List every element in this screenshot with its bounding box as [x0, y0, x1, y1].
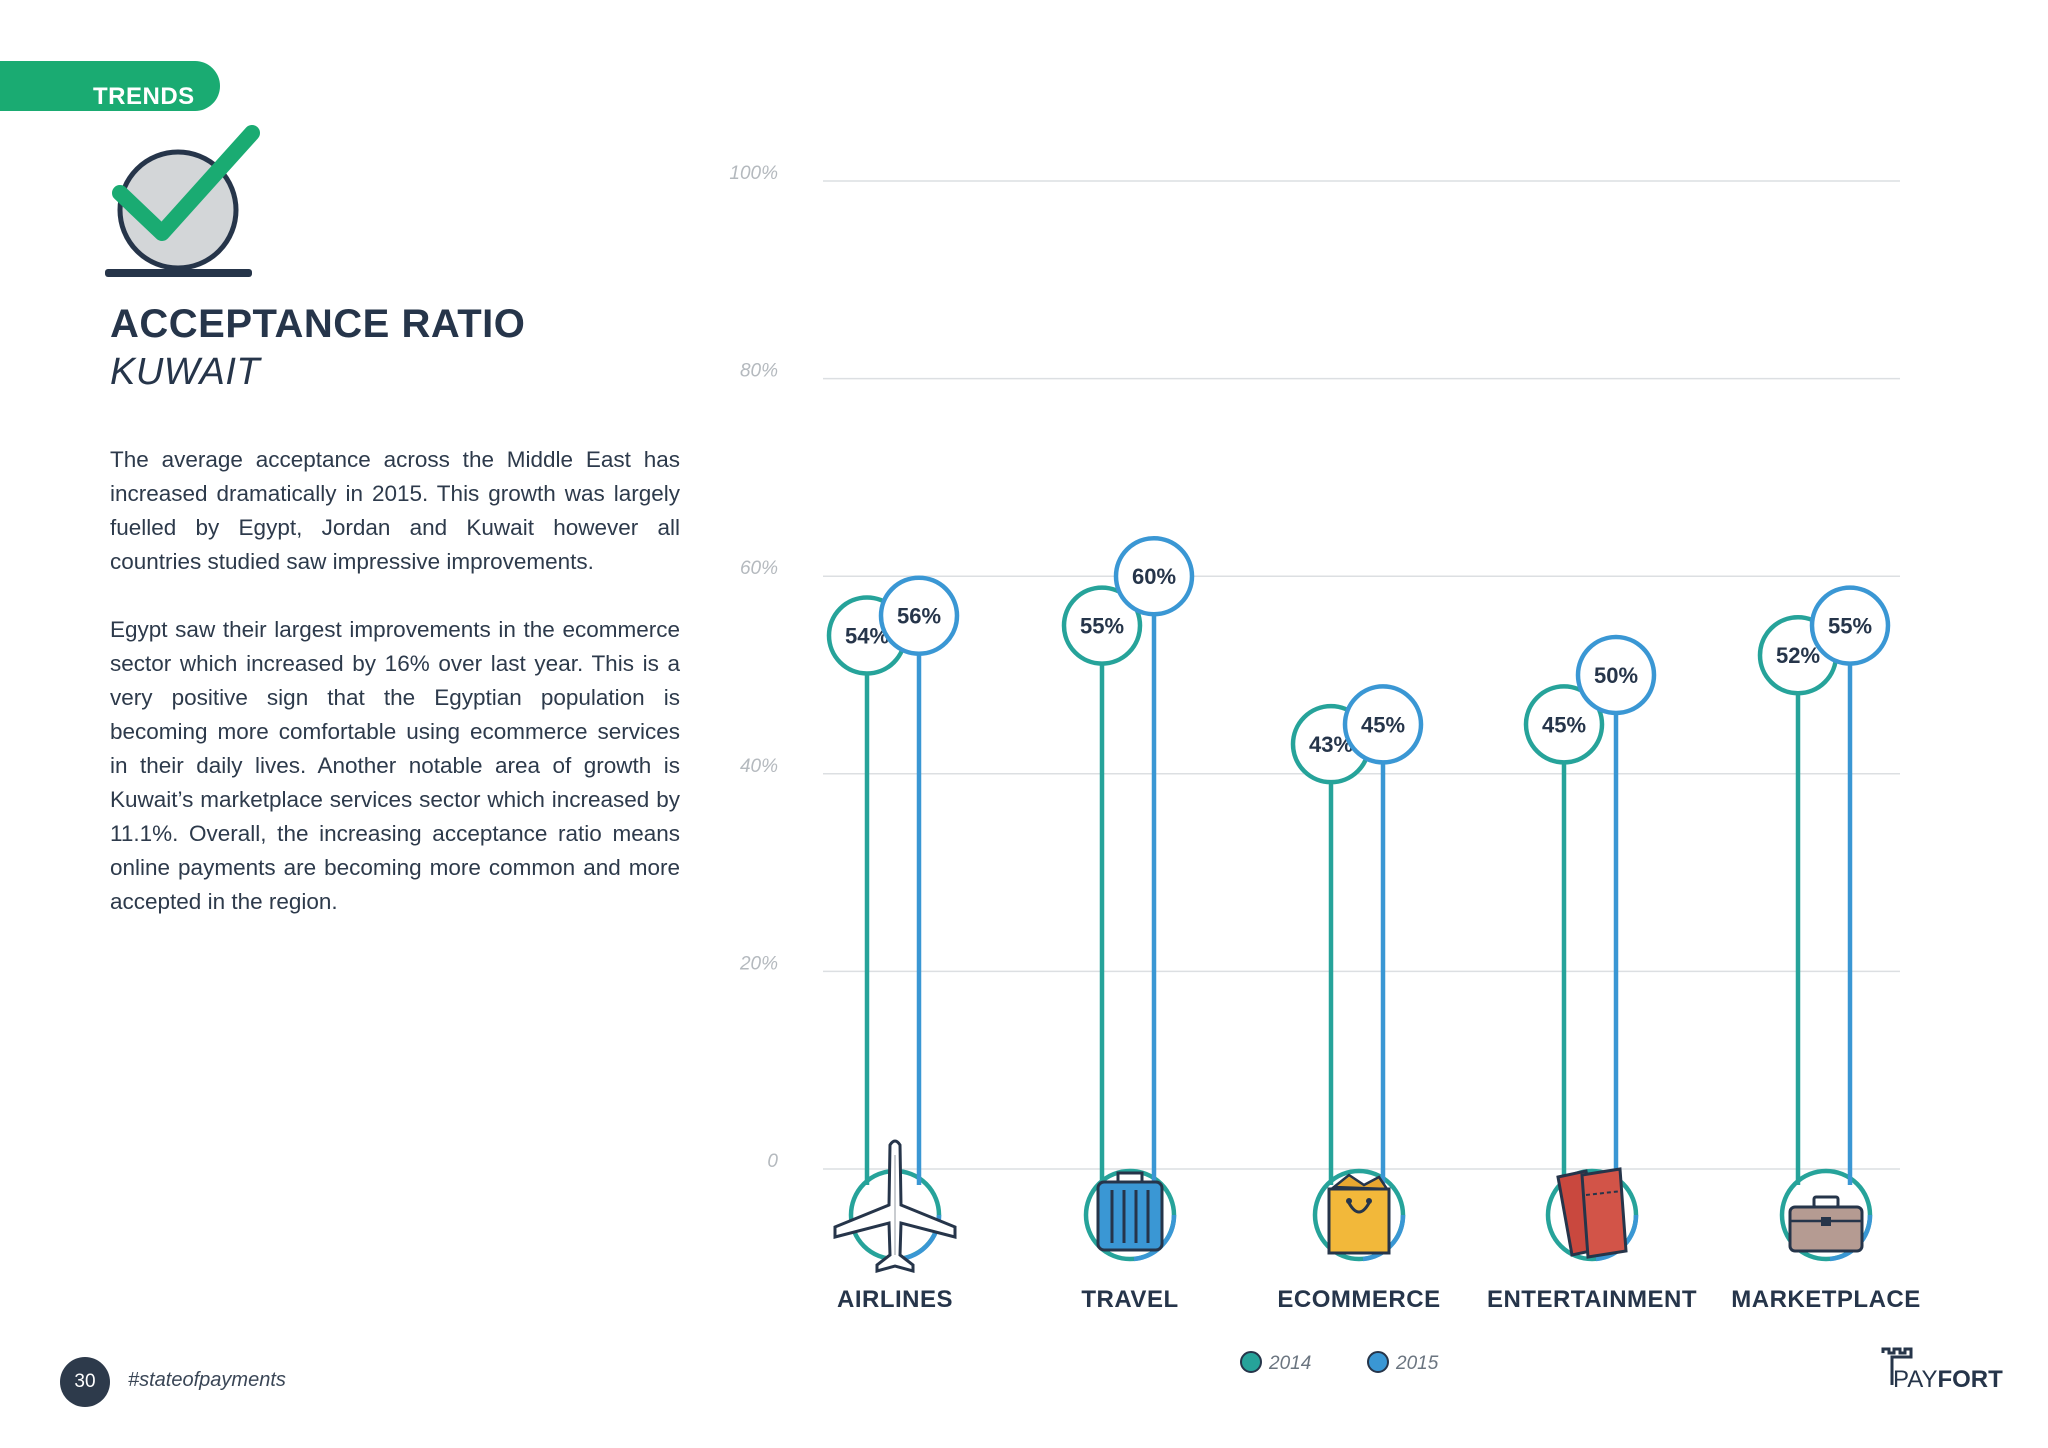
- legend-swatch-2015: [1367, 1351, 1389, 1373]
- body-paragraph-1: The average acceptance across the Middle…: [110, 447, 680, 574]
- payfort-logo: PAYFORT: [1893, 1366, 2003, 1394]
- category-group-airlines: 54%56%AIRLINES: [826, 575, 960, 1313]
- data-label-2015: 55%: [1828, 614, 1872, 639]
- bag-dot: [1366, 1198, 1372, 1204]
- bag-dot: [1346, 1198, 1352, 1204]
- legend-swatch-2014: [1240, 1351, 1262, 1373]
- payfort-logo-icon: [1881, 1347, 1913, 1385]
- category-label: MARKETPLACE: [1731, 1286, 1921, 1313]
- page-subtitle: KUWAIT: [110, 351, 261, 393]
- briefcase-icon: [1788, 1195, 1864, 1253]
- data-label-2014: 52%: [1776, 643, 1820, 668]
- data-label-2014: 45%: [1542, 712, 1586, 737]
- value-marker-2014: [1061, 585, 1143, 666]
- page-number: 30: [60, 1357, 110, 1407]
- bag-handle: [1347, 1202, 1371, 1214]
- value-marker-2015: [878, 575, 960, 656]
- data-label-2015: 60%: [1132, 564, 1176, 589]
- category-label: AIRLINES: [837, 1286, 953, 1313]
- ticket-front: [1580, 1167, 1628, 1259]
- checkmark-icon: [105, 125, 260, 277]
- suitcase-icon: [1096, 1171, 1164, 1252]
- hashtag: #stateofpayments: [128, 1369, 286, 1391]
- data-label-2014: 55%: [1080, 614, 1124, 639]
- data-label-2015: 56%: [897, 604, 941, 629]
- y-tick-label: 20%: [739, 953, 778, 974]
- y-tick-label: 60%: [740, 558, 778, 579]
- briefcase-lock: [1821, 1217, 1831, 1226]
- value-marker-2015: [1113, 535, 1195, 617]
- section-tab-label: TRENDS: [93, 83, 195, 110]
- value-marker-2015: [1809, 585, 1891, 666]
- body-paragraph-2: Egypt saw their largest improvements in …: [110, 617, 680, 914]
- y-tick-label: 80%: [740, 361, 778, 382]
- data-label-2015: 50%: [1594, 663, 1638, 688]
- category-group-travel: 55% 60% TRAVEL: [1061, 535, 1195, 1313]
- category-bulb-2015-arc: [1362, 1214, 1406, 1262]
- value-marker-2014: [1523, 684, 1605, 765]
- legend-label-2014: 2014: [1268, 1353, 1311, 1374]
- category-label: ECOMMERCE: [1277, 1286, 1440, 1313]
- value-marker-2015: [1575, 634, 1657, 716]
- suitcase-body: [1096, 1180, 1164, 1252]
- category-label: TRAVEL: [1081, 1286, 1178, 1313]
- category-group-ecommerce: 43%45%ECOMMERCE: [1277, 684, 1440, 1313]
- category-group-entertainment: 45% 50% ENTERTAINMENT: [1487, 634, 1697, 1313]
- category-group-marketplace: 52% 55% MARKETPLACE: [1731, 585, 1921, 1313]
- logo-suffix: FORT: [1937, 1366, 2003, 1393]
- y-tick-label: 40%: [740, 756, 778, 777]
- y-tick-label: 100%: [729, 163, 778, 184]
- page-title: ACCEPTANCE RATIO: [110, 302, 526, 346]
- section-tab: TRENDS: [0, 61, 220, 111]
- value-marker-2015: [1342, 684, 1424, 765]
- shopping-bag-icon: [1327, 1173, 1391, 1255]
- legend-label-2015: 2015: [1395, 1353, 1439, 1374]
- logo-prefix: PAY: [1893, 1366, 1938, 1393]
- y-tick-label: 0: [767, 1151, 778, 1172]
- bag-body: [1327, 1187, 1391, 1255]
- airplane-icon: [833, 1139, 957, 1273]
- data-label-2015: 45%: [1361, 712, 1405, 737]
- ticket-icon: [1556, 1167, 1628, 1259]
- ticket-perforation: [1585, 1190, 1623, 1196]
- category-label: ENTERTAINMENT: [1487, 1286, 1697, 1313]
- briefcase-body: [1788, 1205, 1864, 1253]
